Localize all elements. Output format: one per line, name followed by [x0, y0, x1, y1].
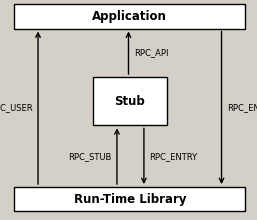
Bar [93, 77, 167, 125]
Text: RPC_ENTRY: RPC_ENTRY [149, 152, 197, 161]
Text: Run-Time Library: Run-Time Library [74, 192, 186, 206]
Text: RPC_USER: RPC_USER [0, 103, 33, 112]
Text: Stub: Stub [114, 95, 145, 108]
Text: Application: Application [92, 10, 167, 23]
Text: RPC_STUB: RPC_STUB [68, 152, 112, 161]
Text: RPC_API: RPC_API [134, 48, 168, 57]
Bar [14, 187, 245, 211]
Text: RPC_ENTRY: RPC_ENTRY [227, 103, 257, 112]
Bar [14, 4, 245, 29]
